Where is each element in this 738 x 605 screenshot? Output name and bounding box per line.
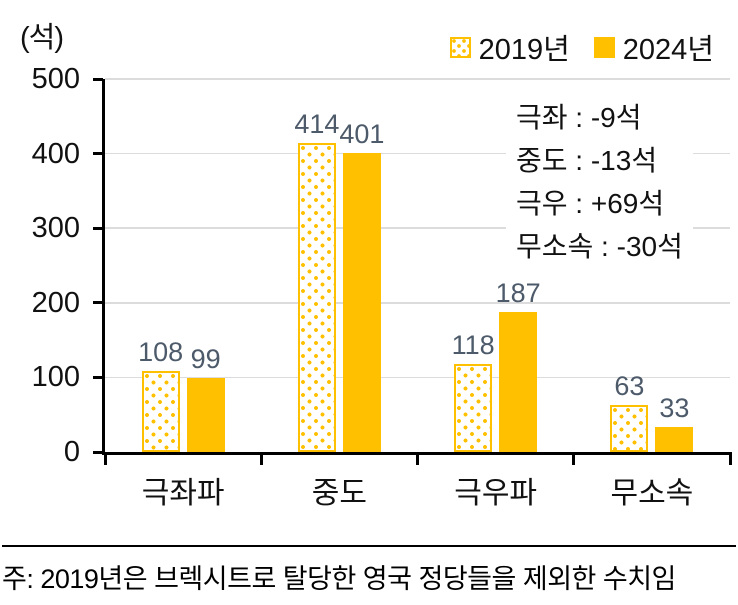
bar-2024년-극우파 xyxy=(499,312,538,452)
category-label-극좌파: 극좌파 xyxy=(141,477,225,510)
x-tick-mark-4 xyxy=(728,452,732,465)
bar-value-label-2024년-극우파: 187 xyxy=(495,278,541,309)
bar-value-label-2019년-극좌파: 108 xyxy=(138,337,184,368)
legend-item-2024: 2024년 xyxy=(593,26,714,68)
y-tick-label-500: 500 xyxy=(31,63,80,95)
chart-legend: 2019년 2024년 xyxy=(449,26,714,68)
y-tick-mark-400 xyxy=(93,152,103,156)
y-tick-mark-100 xyxy=(93,375,103,379)
bar-2024년-극좌파 xyxy=(186,378,225,452)
annotation-line-3: 무소속 : -30석 xyxy=(516,231,683,262)
annotation-line-0: 극좌 : -9석 xyxy=(516,102,642,133)
x-tick-mark-2 xyxy=(416,452,419,465)
gridline-200 xyxy=(105,302,730,304)
bar-2019년-중도 xyxy=(297,143,336,452)
y-axis-line xyxy=(102,79,105,455)
y-tick-mark-500 xyxy=(93,77,103,81)
footnote-divider xyxy=(2,545,736,547)
category-label-극우파: 극우파 xyxy=(454,477,538,510)
footnote: 주: 2019년은 브렉시트로 탈당한 영국 정당들을 제외한 수치임 xyxy=(2,564,676,594)
y-tick-label-300: 300 xyxy=(31,212,80,245)
bar-value-label-2024년-극좌파: 99 xyxy=(190,344,221,375)
bar-2024년-무소속 xyxy=(655,427,694,452)
gridline-400 xyxy=(105,152,730,155)
y-tick-mark-200 xyxy=(93,301,103,305)
y-tick-label-200: 200 xyxy=(31,286,80,319)
y-tick-label-400: 400 xyxy=(31,137,80,170)
legend-label-2024: 2024년 xyxy=(622,34,714,66)
bar-2019년-극우파 xyxy=(454,363,493,452)
y-tick-label-100: 100 xyxy=(31,361,80,394)
bar-2019년-무소속 xyxy=(610,405,649,452)
bar-value-label-2019년-중도: 414 xyxy=(294,109,340,140)
bar-value-label-2024년-중도: 401 xyxy=(339,118,385,149)
category-label-무소속: 무소속 xyxy=(610,477,694,510)
y-tick-label-0: 0 xyxy=(63,436,80,468)
x-tick-mark-3 xyxy=(572,452,576,465)
legend-swatch-dotted-icon xyxy=(449,36,471,58)
legend-item-2019: 2019년 xyxy=(449,26,570,68)
gridline-100 xyxy=(105,376,730,379)
bar-2024년-중도 xyxy=(342,152,381,452)
y-tick-mark-300 xyxy=(93,226,103,230)
legend-label-2019: 2019년 xyxy=(478,34,570,66)
y-tick-mark-0 xyxy=(93,450,103,454)
legend-swatch-solid-icon xyxy=(593,36,615,58)
bar-2019년-극좌파 xyxy=(141,371,180,452)
gridline-300 xyxy=(105,227,730,229)
x-tick-mark-1 xyxy=(259,452,263,465)
annotation-line-2: 극우 : +69석 xyxy=(516,188,665,219)
x-tick-mark-0 xyxy=(103,452,107,465)
bar-value-label-2019년-극우파: 118 xyxy=(451,329,495,360)
annotation-line-1: 중도 : -13석 xyxy=(516,145,658,176)
bar-value-label-2019년-무소속: 63 xyxy=(614,371,645,401)
gridline-500 xyxy=(105,78,730,80)
bar-value-label-2024년-무소속: 33 xyxy=(659,393,690,424)
y-axis-unit-label: (석) xyxy=(20,22,64,54)
category-label-중도: 중도 xyxy=(311,477,367,510)
